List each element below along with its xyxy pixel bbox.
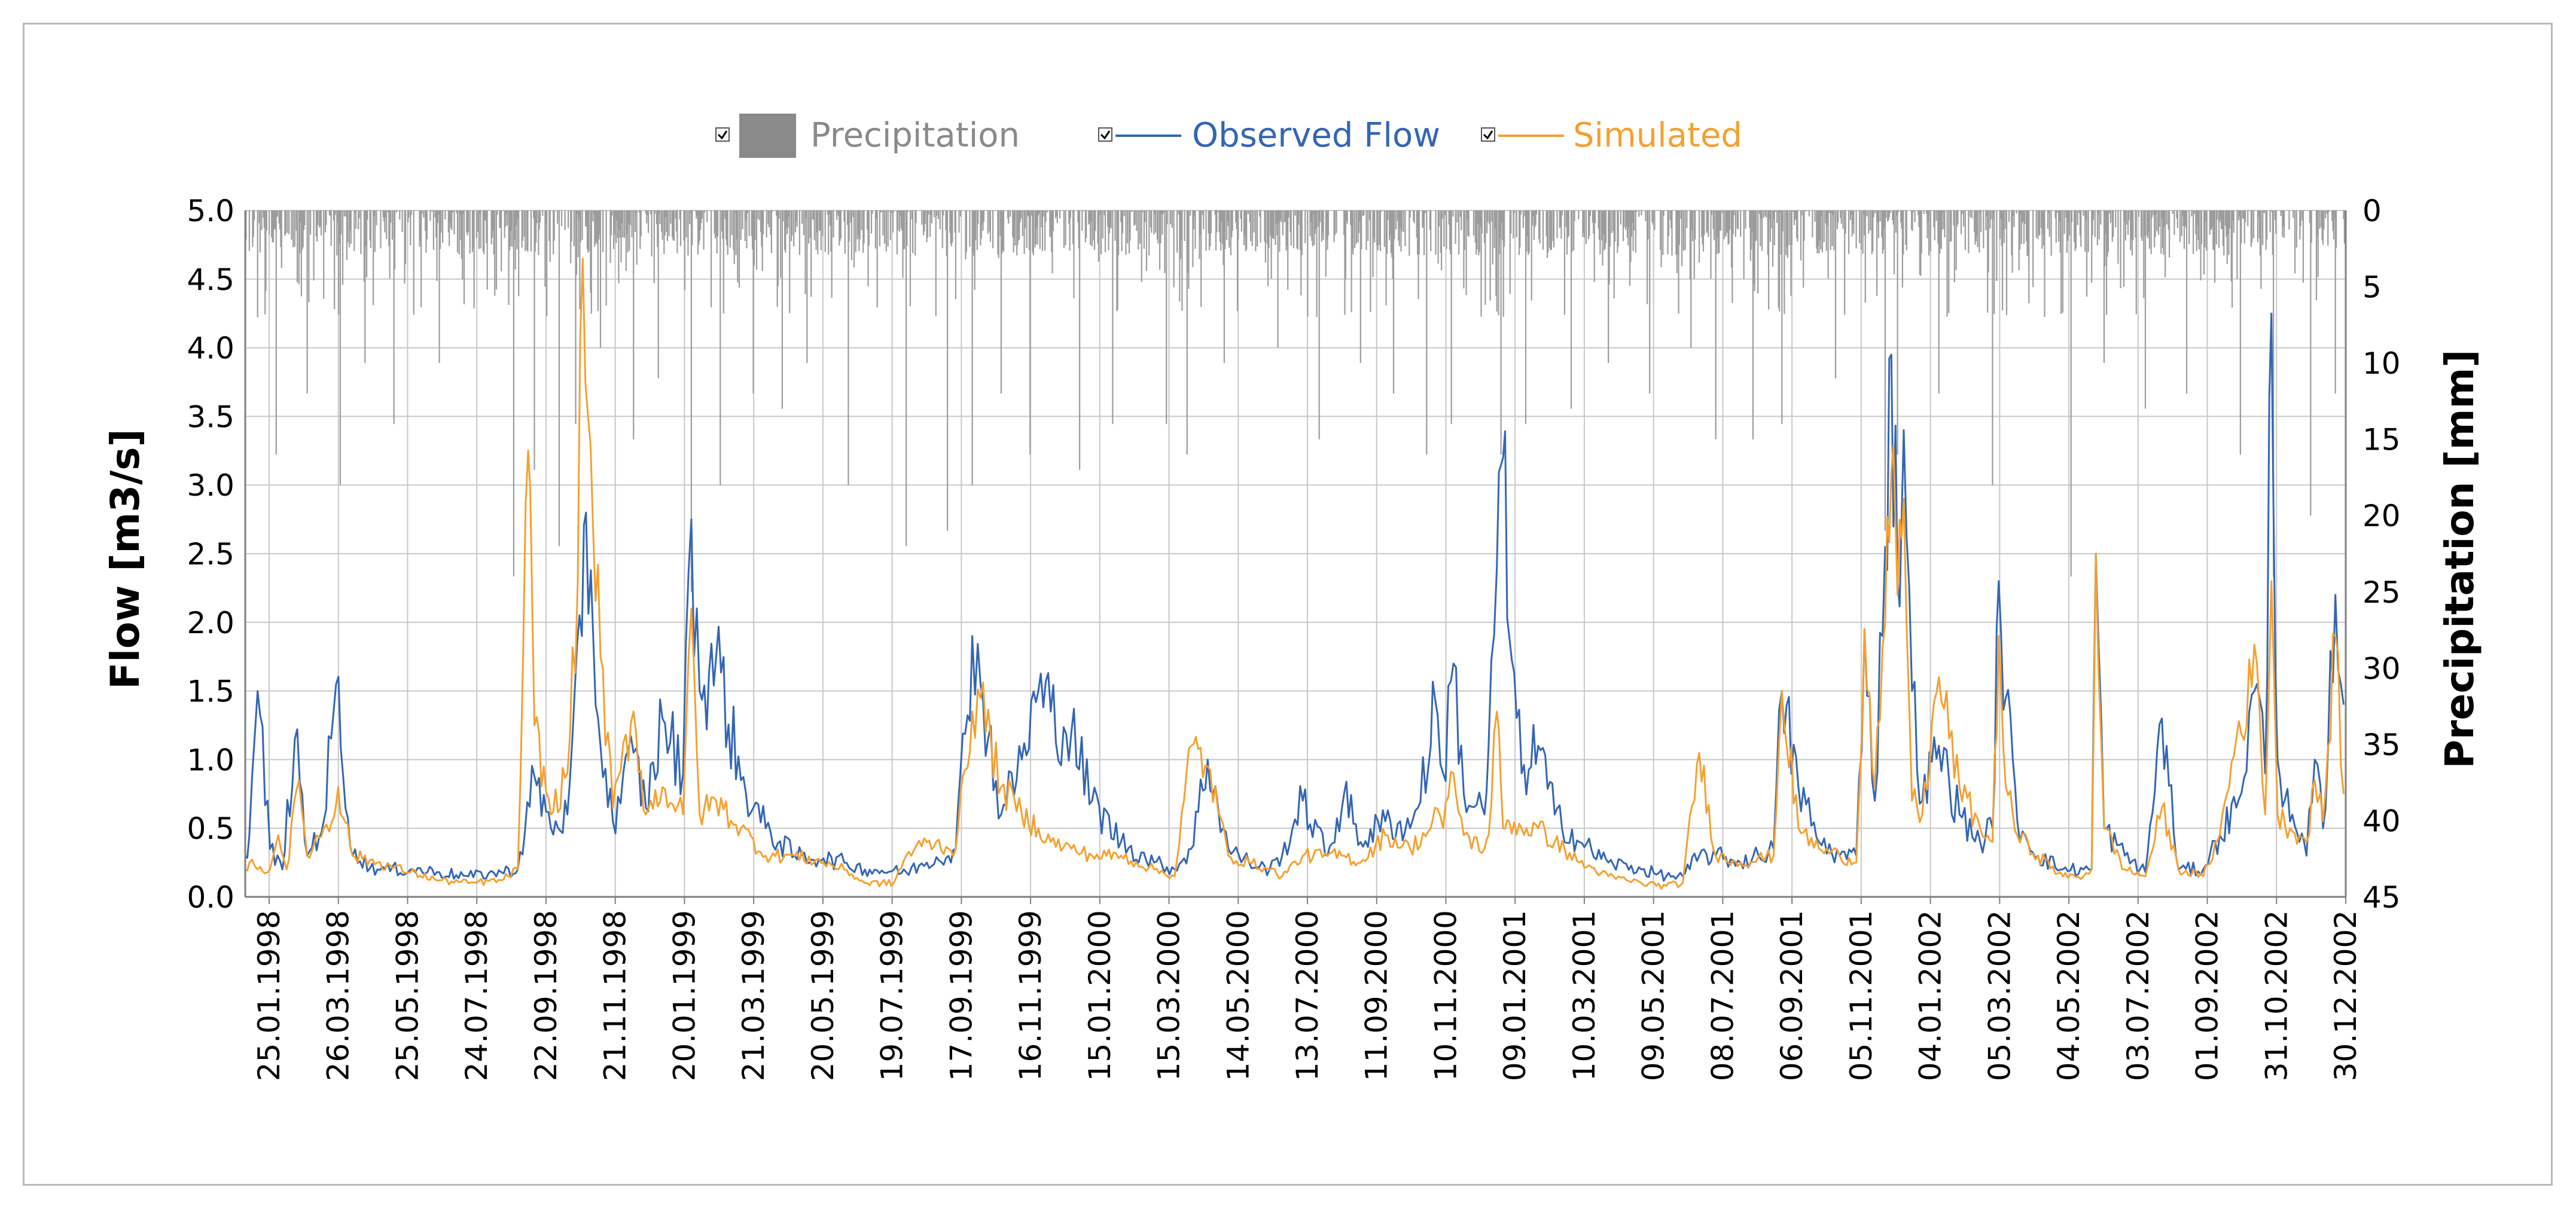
x-tick-label: 16.11.1999 (1013, 910, 1048, 1081)
y2-tick-label: 25 (2362, 575, 2401, 610)
x-tick-label: 13.07.2000 (1290, 910, 1325, 1081)
checkmark-icon (1483, 130, 1493, 140)
legend-checkbox-observed[interactable] (1098, 127, 1112, 142)
legend-item-simulated[interactable]: Simulated (1481, 116, 1742, 155)
legend-checkbox-precipitation[interactable] (715, 127, 730, 142)
legend-label-simulated: Simulated (1573, 116, 1742, 155)
x-axis-ticks: 25.01.1998 26.03.1998 25.05.1998 24.07.1998… (252, 897, 2363, 1081)
y-axis-title: Flow [m3/s] (102, 429, 148, 689)
y-tick-label: 0.0 (187, 880, 234, 915)
x-tick-label: 25.05.1998 (390, 910, 425, 1081)
y2-tick-label: 45 (2362, 880, 2401, 915)
x-tick-label: 08.07.2001 (1705, 910, 1740, 1081)
y-tick-label: 0.5 (187, 811, 234, 846)
legend: Precipitation Observed Flow Simulated (715, 114, 1742, 158)
y-tick-label: 4.0 (187, 331, 234, 366)
x-tick-label: 04.01.2002 (1913, 910, 1948, 1081)
x-tick-label: 22.09.1998 (529, 910, 563, 1081)
y-tick-label: 5.0 (187, 194, 234, 228)
simulated-flow-line (245, 257, 2345, 890)
x-tick-label: 01.09.2002 (2190, 910, 2225, 1081)
x-tick-label: 15.01.2000 (1083, 910, 1117, 1081)
x-tick-label: 09.01.2001 (1498, 910, 1532, 1081)
x-tick-label: 10.11.2000 (1428, 910, 1463, 1081)
x-tick-label: 31.10.2002 (2259, 910, 2294, 1081)
precipitation-series (245, 210, 2345, 592)
x-tick-label: 17.09.1999 (944, 910, 978, 1081)
y2-tick-label: 20 (2362, 499, 2401, 533)
y-tick-label: 3.0 (187, 468, 234, 503)
legend-item-precipitation[interactable]: Precipitation (715, 114, 1020, 158)
y2-tick-label: 10 (2362, 346, 2401, 381)
x-tick-label: 09.05.2001 (1636, 910, 1671, 1081)
y2-tick-label: 40 (2362, 804, 2401, 838)
right-axis-ticks: 0 5 10 15 20 25 30 35 40 45 (2362, 194, 2401, 915)
x-tick-label: 03.07.2002 (2121, 910, 2156, 1081)
x-tick-label: 04.05.2002 (2051, 910, 2086, 1081)
x-tick-label: 06.09.2001 (1775, 910, 1809, 1081)
x-tick-label: 05.11.2001 (1844, 910, 1879, 1081)
observed-flow-line (244, 312, 2345, 882)
x-tick-label: 24.07.1998 (459, 910, 494, 1081)
y-tick-label: 4.5 (187, 262, 234, 297)
x-tick-label: 05.03.2002 (1982, 910, 2017, 1081)
x-tick-label: 30.12.2002 (2328, 910, 2363, 1081)
x-tick-label: 10.03.2001 (1567, 910, 1602, 1081)
x-tick-label: 19.07.1999 (875, 910, 910, 1081)
x-tick-label: 25.01.1998 (252, 910, 286, 1081)
x-tick-label: 20.01.1999 (667, 910, 702, 1081)
legend-label-observed: Observed Flow (1192, 116, 1440, 155)
y2-tick-label: 0 (2362, 194, 2382, 228)
left-axis-ticks: 0.0 0.5 1.0 1.5 2.0 2.5 3.0 3.5 4.0 4.5 5.0 (187, 194, 234, 915)
axes (244, 210, 2347, 898)
x-tick-label: 26.03.1998 (321, 910, 356, 1081)
y2-tick-label: 5 (2362, 270, 2382, 305)
y-tick-label: 3.5 (187, 399, 234, 434)
y2-tick-label: 15 (2362, 423, 2401, 457)
y-tick-label: 1.5 (187, 674, 234, 709)
y2-tick-label: 35 (2362, 728, 2401, 762)
y2-axis-title: Precipitation [mm] (2437, 350, 2483, 769)
x-tick-label: 11.09.2000 (1359, 910, 1394, 1081)
y2-tick-label: 30 (2362, 651, 2401, 686)
x-tick-label: 21.03.1999 (736, 910, 771, 1081)
checkmark-icon (1100, 130, 1111, 140)
legend-item-observed[interactable]: Observed Flow (1098, 116, 1440, 155)
legend-swatch-precipitation (739, 114, 796, 158)
y-tick-label: 1.0 (187, 743, 234, 777)
y-tick-label: 2.5 (187, 537, 234, 572)
x-tick-label: 14.05.2000 (1221, 910, 1255, 1081)
flow-series (244, 257, 2345, 890)
x-tick-label: 15.03.2000 (1152, 910, 1187, 1081)
legend-checkbox-simulated[interactable] (1481, 127, 1495, 142)
legend-label-precipitation: Precipitation (810, 116, 1020, 155)
x-tick-label: 20.05.1999 (806, 910, 840, 1081)
y-tick-label: 2.0 (187, 606, 234, 640)
precipitation-bars (245, 210, 2345, 592)
x-tick-label: 21.11.1998 (598, 910, 633, 1081)
checkmark-icon (717, 130, 728, 140)
